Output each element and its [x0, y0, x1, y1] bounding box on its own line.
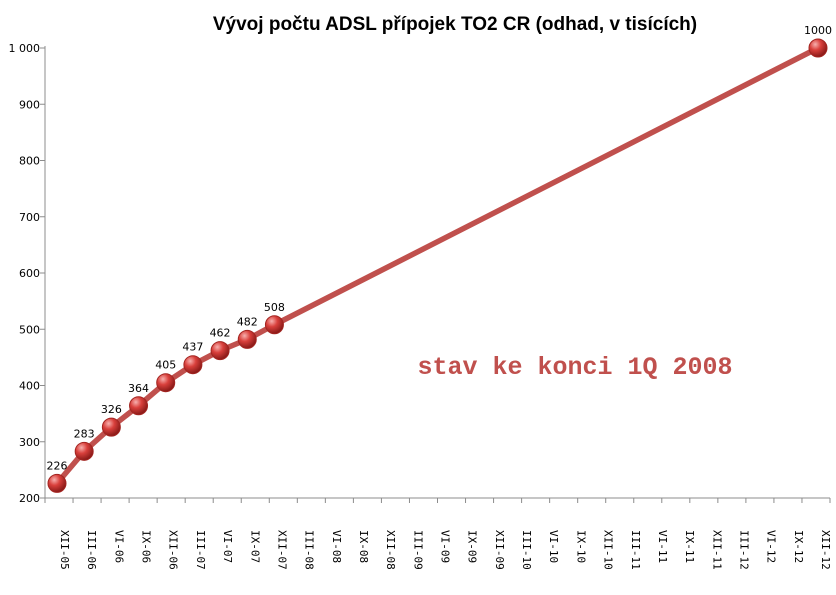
- series: [47, 38, 828, 493]
- data-point: [264, 315, 284, 335]
- data-point: [183, 355, 203, 375]
- data-label: 482: [237, 315, 258, 328]
- x-tick-label: IX-08: [357, 530, 370, 563]
- x-tick-label: XII-07: [275, 530, 288, 570]
- x-tick-label: XII-09: [493, 530, 506, 570]
- x-tick-label: IX-09: [466, 530, 479, 563]
- x-tick-label: XII-08: [384, 530, 397, 570]
- y-tick-label: 600: [19, 267, 40, 280]
- y-ticks: 200 300 400 500 600 700 800 900 1 000: [9, 42, 45, 505]
- data-point: [101, 417, 121, 437]
- y-tick-label: 900: [19, 98, 40, 111]
- x-ticks: XII-05 III-06 VI-06 IX-06 XII-06 III-07 VI-07 I…: [44, 498, 832, 570]
- x-tick-label: III-07: [194, 530, 207, 570]
- y-tick-label: 300: [19, 436, 40, 449]
- data-point: [47, 473, 67, 493]
- x-tick-label: IX-10: [574, 530, 587, 563]
- data-label: 364: [128, 382, 149, 395]
- y-tick-label: 800: [19, 155, 40, 168]
- data-point: [808, 38, 828, 58]
- data-label: 437: [182, 341, 203, 354]
- data-label: 405: [155, 359, 176, 372]
- data-label: 326: [101, 403, 122, 416]
- y-tick-label: 400: [19, 380, 40, 393]
- x-tick-label: VI-11: [656, 530, 669, 563]
- axes: [44, 46, 830, 499]
- x-tick-label: XII-05: [58, 530, 71, 570]
- x-tick-label: VI-06: [112, 530, 125, 563]
- data-label: 283: [74, 427, 95, 440]
- data-point: [74, 441, 94, 461]
- y-tick-label: 1 000: [9, 42, 41, 55]
- x-tick-label: VI-09: [439, 530, 452, 563]
- data-point: [129, 396, 149, 416]
- x-tick-label: IX-07: [248, 530, 261, 563]
- data-point: [156, 373, 176, 393]
- data-label: 508: [264, 301, 285, 314]
- x-tick-label: III-06: [85, 530, 98, 570]
- data-labels: 226 283 326 364 405 437 462 482 508 1000: [47, 24, 833, 472]
- annotation-text: stav ke konci 1Q 2008: [417, 353, 732, 382]
- y-tick-label: 200: [19, 492, 40, 505]
- x-tick-label: VI-08: [330, 530, 343, 563]
- x-tick-label: VI-12: [765, 530, 778, 563]
- x-tick-label: III-12: [737, 530, 750, 570]
- data-point: [237, 329, 257, 349]
- data-point: [210, 341, 230, 361]
- chart-title: Vývoj počtu ADSL přípojek TO2 CR (odhad,…: [213, 14, 697, 35]
- x-tick-label: IX-11: [683, 530, 696, 563]
- series-line: [54, 45, 821, 487]
- x-tick-label: VI-07: [221, 530, 234, 563]
- data-label: 1000: [804, 24, 832, 37]
- x-tick-label: XII-10: [602, 530, 615, 570]
- x-tick-label: III-10: [520, 530, 533, 570]
- data-label: 226: [47, 459, 68, 472]
- x-tick-label: III-08: [303, 530, 316, 570]
- data-label: 462: [210, 327, 231, 340]
- x-tick-label: XII-06: [167, 530, 180, 570]
- y-tick-label: 700: [19, 211, 40, 224]
- x-tick-label: III-09: [411, 530, 424, 570]
- x-tick-label: IX-06: [140, 530, 153, 563]
- x-tick-label: XII-12: [819, 530, 832, 570]
- x-tick-label: IX-12: [792, 530, 805, 563]
- x-tick-label: III-11: [629, 530, 642, 570]
- y-tick-label: 500: [19, 323, 40, 336]
- x-tick-label: VI-10: [547, 530, 560, 563]
- x-tick-label: XII-11: [710, 530, 723, 570]
